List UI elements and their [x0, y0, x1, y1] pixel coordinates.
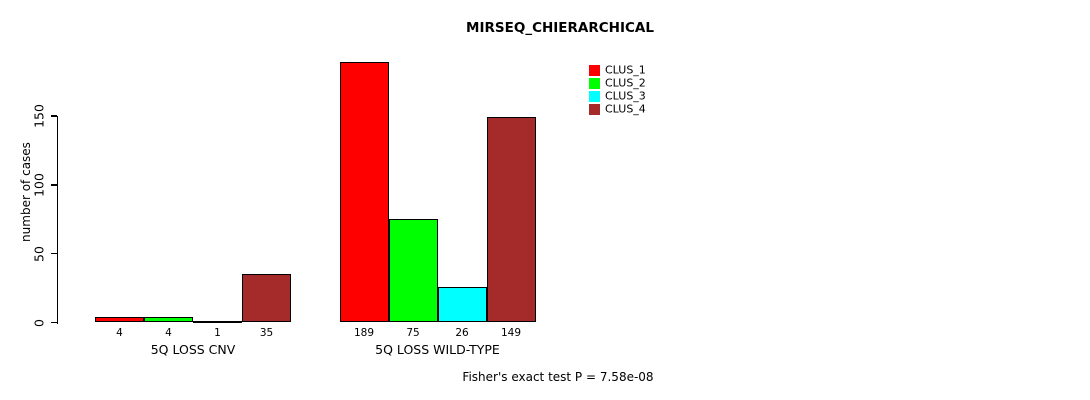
bar-value-label: 149 [500, 327, 522, 339]
category-label: 5Q LOSS CNV [150, 341, 236, 357]
bar-clus_2-group1 [144, 316, 193, 323]
bar-clus_2-group2 [388, 219, 438, 323]
chart-title: MIRSEQ_CHIERARCHICAL [466, 20, 654, 36]
bar-value-label: 75 [406, 327, 420, 339]
bar-clus_1-group2 [339, 62, 389, 323]
y-tick-label: 50 [31, 245, 46, 262]
y-tick [50, 184, 57, 186]
legend-label-clus_3: CLUS_3 [605, 89, 646, 103]
bar-clus_3-group2 [437, 286, 487, 323]
bar-value-label: 189 [353, 327, 375, 339]
y-tick-label: 150 [31, 104, 46, 129]
y-axis-line [56, 116, 58, 324]
bar-clus_3-group1 [193, 321, 242, 324]
bar-value-label: 35 [259, 327, 274, 339]
y-tick [50, 115, 57, 117]
y-tick-label: 0 [31, 318, 46, 327]
y-tick [50, 252, 57, 255]
bar-value-label: 4 [165, 327, 172, 339]
annotation-text: Fisher's exact test P = 7.58e-08 [462, 370, 654, 384]
bar-clus_4-group2 [486, 117, 536, 323]
y-tick [50, 321, 57, 324]
legend-swatch-clus_4 [589, 103, 600, 115]
bar-clus_4-group1 [242, 274, 291, 323]
bar-value-label: 1 [214, 327, 221, 339]
legend-label-clus_1: CLUS_1 [605, 63, 646, 77]
bar-value-label: 4 [116, 327, 123, 339]
legend-swatch-clus_2 [589, 77, 600, 89]
legend-swatch-clus_1 [589, 64, 600, 76]
legend-swatch-clus_3 [589, 90, 600, 102]
legend-label-clus_4: CLUS_4 [605, 102, 646, 116]
bar-clus_1-group1 [95, 316, 144, 323]
category-label: 5Q LOSS WILD-TYPE [375, 341, 500, 357]
legend-label-clus_2: CLUS_2 [605, 76, 646, 90]
y-tick-label: 100 [31, 172, 46, 197]
bar-value-label: 26 [455, 327, 469, 339]
